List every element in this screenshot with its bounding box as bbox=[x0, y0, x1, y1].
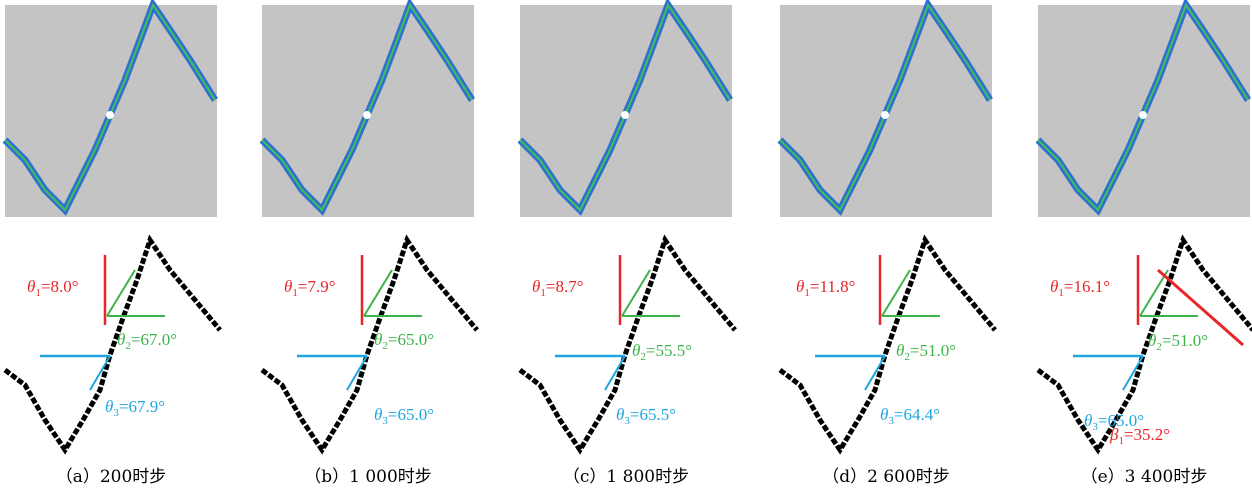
angle-label: θ2=55.5° bbox=[632, 341, 692, 363]
line-red bbox=[1157, 268, 1244, 347]
angle-label: θ2=51.0° bbox=[1148, 331, 1208, 353]
angle-value: =67.0° bbox=[131, 330, 177, 349]
void bbox=[1139, 111, 1147, 119]
angle-label: θ1=8.0° bbox=[27, 277, 79, 299]
angle-subscript: 1 bbox=[1058, 287, 1064, 299]
line-blue bbox=[604, 355, 626, 391]
angle-value: =11.8° bbox=[810, 277, 856, 296]
void bbox=[881, 111, 889, 119]
angle-subscript: 1 bbox=[804, 287, 810, 299]
angle-symbol: θ bbox=[1084, 411, 1092, 430]
angle-symbol: θ bbox=[284, 277, 292, 296]
angle-value: =65.0° bbox=[388, 405, 434, 424]
angle-symbol: θ bbox=[374, 330, 382, 349]
angle-subscript: 2 bbox=[640, 351, 646, 363]
angle-label: θ1=8.7° bbox=[532, 277, 584, 299]
angle-value: =65.0° bbox=[1098, 411, 1144, 430]
angle-label: β1=35.2° bbox=[1109, 425, 1170, 447]
angle-symbol: θ bbox=[1148, 331, 1156, 350]
angle-value: =8.0° bbox=[41, 277, 79, 296]
angle-subscript: 3 bbox=[1092, 421, 1098, 433]
caption: （d）2 600时步 bbox=[822, 467, 950, 487]
angle-subscript: 3 bbox=[113, 407, 119, 419]
line-green bbox=[1139, 269, 1169, 317]
angle-label: θ3=64.4° bbox=[880, 405, 940, 427]
panel: θ1=16.1°θ2=51.0°β1=35.2°θ3=65.0°（e）3 400… bbox=[1035, 0, 1252, 487]
angle-symbol: θ bbox=[532, 277, 540, 296]
angle-subscript: 3 bbox=[888, 415, 894, 427]
angle-symbol: θ bbox=[632, 341, 640, 360]
angle-value: =8.7° bbox=[546, 277, 584, 296]
angle-symbol: θ bbox=[117, 330, 125, 349]
angle-subscript: 3 bbox=[382, 415, 388, 427]
angle-symbol: θ bbox=[796, 277, 804, 296]
angle-value: =55.5° bbox=[646, 341, 692, 360]
crack-black bbox=[260, 234, 479, 455]
angle-value: =51.0° bbox=[1162, 331, 1208, 350]
angle-symbol: θ bbox=[105, 397, 113, 416]
angle-subscript: 3 bbox=[624, 415, 630, 427]
angle-subscript: 2 bbox=[125, 340, 131, 352]
line-blue bbox=[346, 355, 368, 391]
angle-subscript: 2 bbox=[904, 351, 910, 363]
panel: θ1=8.7°θ2=55.5°θ3=65.5°（c）1 800时步 bbox=[517, 0, 737, 487]
caption: （b）1 000时步 bbox=[304, 467, 432, 487]
void bbox=[621, 111, 629, 119]
angle-value: =65.5° bbox=[630, 405, 676, 424]
angle-value: =51.0° bbox=[910, 341, 956, 360]
angle-value: =65.0° bbox=[388, 330, 434, 349]
void bbox=[363, 111, 371, 119]
angle-value: =16.1° bbox=[1064, 277, 1110, 296]
angle-label: θ1=11.8° bbox=[796, 277, 855, 299]
angle-symbol: θ bbox=[896, 341, 904, 360]
panel: θ1=8.0°θ2=67.0°θ3=67.9°（a）200时步 bbox=[2, 0, 222, 487]
angle-subscript: 1 bbox=[292, 287, 298, 299]
angle-value: =35.2° bbox=[1124, 425, 1170, 444]
crack-black bbox=[3, 234, 222, 455]
angle-label: θ1=7.9° bbox=[284, 277, 336, 299]
angle-label: θ2=51.0° bbox=[896, 341, 956, 363]
angle-label: θ3=65.5° bbox=[616, 405, 676, 427]
angle-subscript: 2 bbox=[382, 340, 388, 352]
panel: θ1=11.8°θ2=51.0°θ3=64.4°（d）2 600时步 bbox=[777, 0, 997, 487]
caption: （c）1 800时步 bbox=[563, 467, 689, 487]
line-blue bbox=[1122, 355, 1144, 391]
crack-black bbox=[778, 234, 997, 455]
caption: （a）200时步 bbox=[56, 467, 167, 487]
angle-label: θ3=65.0° bbox=[374, 405, 434, 427]
crack-black bbox=[1036, 234, 1252, 455]
line-green bbox=[363, 269, 393, 317]
void bbox=[106, 111, 114, 119]
panel: θ1=7.9°θ2=65.0°θ3=65.0°（b）1 000时步 bbox=[259, 0, 479, 487]
angle-label: θ3=67.9° bbox=[105, 397, 165, 419]
angle-subscript: 1 bbox=[1118, 435, 1124, 447]
line-green bbox=[621, 269, 651, 317]
angle-label: θ2=65.0° bbox=[374, 330, 434, 352]
angle-value: =67.9° bbox=[119, 397, 165, 416]
angle-subscript: 1 bbox=[35, 287, 41, 299]
angle-value: =64.4° bbox=[894, 405, 940, 424]
angle-label: θ1=16.1° bbox=[1050, 277, 1110, 299]
angle-label: θ3=65.0° bbox=[1084, 411, 1144, 433]
line-green bbox=[881, 269, 911, 317]
angle-subscript: 1 bbox=[540, 287, 546, 299]
angle-symbol: θ bbox=[616, 405, 624, 424]
angle-subscript: 2 bbox=[1156, 341, 1162, 353]
angle-symbol: θ bbox=[1050, 277, 1058, 296]
angle-symbol: θ bbox=[374, 405, 382, 424]
angle-symbol: β bbox=[1109, 425, 1119, 444]
line-green bbox=[106, 269, 136, 317]
angle-label: θ2=67.0° bbox=[117, 330, 177, 352]
line-blue bbox=[864, 355, 886, 391]
crack-black bbox=[518, 234, 737, 455]
angle-symbol: θ bbox=[27, 277, 35, 296]
line-blue bbox=[89, 355, 111, 391]
angle-value: =7.9° bbox=[298, 277, 336, 296]
caption: （e）3 400时步 bbox=[1081, 467, 1208, 487]
angle-symbol: θ bbox=[880, 405, 888, 424]
